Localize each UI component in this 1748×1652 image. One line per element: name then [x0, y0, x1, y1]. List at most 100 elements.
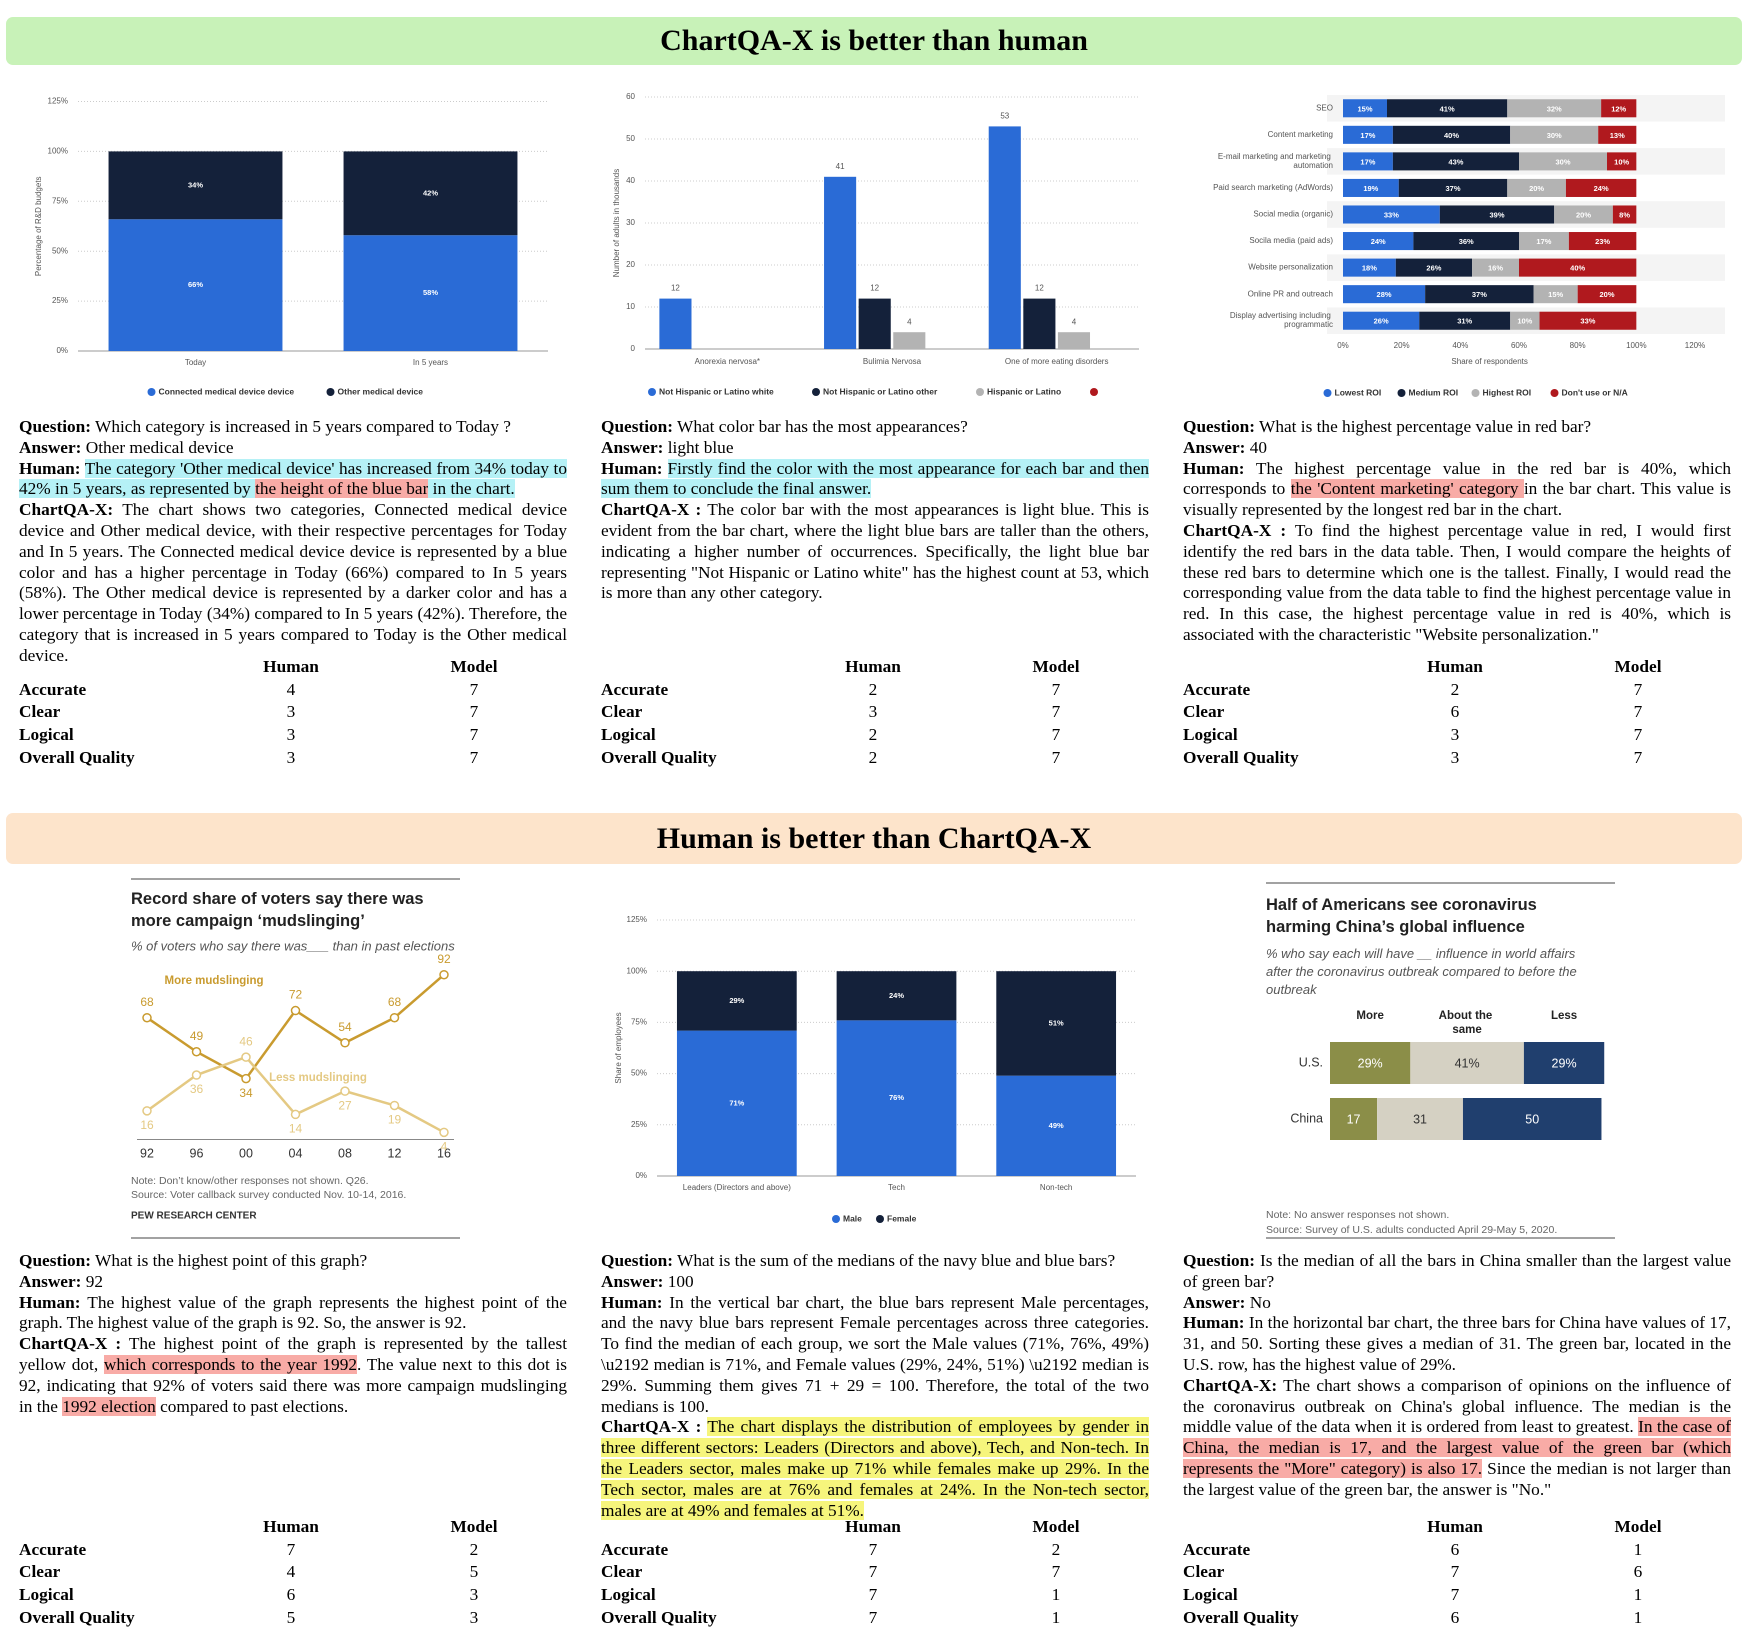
point-label: 68 [140, 995, 154, 1009]
qa-text: Question: What is the sum of the medians… [601, 1251, 1149, 1521]
answer-label: Answer: [19, 437, 82, 457]
value-label: 37% [1445, 184, 1460, 193]
score: 1 [1633, 1585, 1643, 1605]
question-paragraph: Question: What is the sum of the medians… [601, 1251, 1149, 1272]
text-segment: in the bar chart. This value is visually… [1183, 479, 1731, 520]
bar-segment [1410, 1042, 1524, 1084]
score: 6 [1450, 1539, 1460, 1559]
model-paragraph: ChartQA-X : The color bar with the most … [601, 500, 1149, 604]
metric-label: Overall Quality [19, 1607, 135, 1627]
score: 2 [1450, 679, 1460, 699]
score-table: Human Model Accurate 2 7 Clear 6 7 Logical 3 7 Over… [1183, 656, 1739, 769]
text-segment: The chart shows two categories, Connecte… [19, 500, 567, 665]
bar-segment [1343, 125, 1393, 144]
value-label: 30% [1547, 131, 1562, 140]
legend-marker [832, 1215, 840, 1223]
answer-paragraph: Answer: 92 [19, 1272, 567, 1293]
value-label: 33% [1580, 317, 1595, 326]
category-label: Content marketing [1268, 130, 1333, 139]
score: 7 [1051, 1562, 1061, 1582]
value-label: 66% [188, 280, 203, 289]
y-tick-label: 125% [48, 97, 68, 106]
model-paragraph: ChartQA-X: The chart shows two categorie… [19, 500, 567, 666]
score: 3 [286, 747, 296, 767]
value-label: 12% [1611, 104, 1626, 113]
text-segment: The highest percentage value in the red … [1183, 458, 1731, 499]
chart: 0% 25% 50% 75% 100% 125% Leaders (Directors an… [614, 915, 1136, 1223]
point [340, 1086, 350, 1096]
model-paragraph: ChartQA-X: The chart shows a comparison … [1183, 1376, 1731, 1501]
answer-text: 100 [667, 1271, 694, 1291]
point [439, 1127, 449, 1138]
bar-segment [1607, 152, 1637, 171]
score: 3 [1450, 747, 1460, 767]
score: 2 [868, 679, 878, 699]
x-tick-label: 40% [1452, 341, 1468, 350]
qa-text: Question: What is the highest percentage… [1183, 417, 1731, 646]
value-label: 39% [1489, 210, 1504, 219]
score: 7 [469, 702, 479, 722]
x-tick-label: Tech [888, 1183, 905, 1192]
score: 1 [1051, 1607, 1061, 1627]
point-label: 49 [190, 1029, 204, 1043]
score: 7 [868, 1607, 878, 1627]
score: 3 [868, 702, 878, 722]
x-tick-label: 92 [140, 1146, 154, 1160]
score: 6 [1633, 1562, 1643, 1582]
column-header: Model [450, 1517, 498, 1536]
point-label: 36 [190, 1082, 204, 1096]
series-label: Less mudslinging [269, 1072, 367, 1084]
point [290, 1005, 301, 1016]
x-tick-label: 04 [289, 1146, 303, 1160]
value-label: 31 [1413, 1112, 1427, 1126]
answer-paragraph: Answer: No [1183, 1293, 1731, 1314]
answer-text: 92 [85, 1271, 104, 1291]
text-segment: in the chart. [428, 479, 515, 499]
legend-marker [1323, 389, 1332, 397]
value-label: 15% [1357, 104, 1372, 113]
question-label: Question: [19, 1251, 92, 1270]
question-label: Question: [601, 1251, 674, 1270]
point-label: 14 [289, 1122, 303, 1136]
table-corner [19, 656, 209, 679]
bar-segment [108, 151, 283, 220]
score: 1 [1633, 1607, 1643, 1627]
score-table: Human Model Accurate 4 7 Clear 3 7 Logical 3 7 Over… [19, 656, 575, 769]
legend-marker [648, 388, 656, 396]
point-label: 46 [239, 1034, 253, 1048]
point-label: 92 [437, 952, 451, 966]
score-table: Human Model Accurate 2 7 Clear 3 7 Logical 2 7 Over… [601, 656, 1157, 769]
chart-subtitle: % of voters who say there was___ than in… [131, 938, 455, 953]
point [191, 1046, 202, 1057]
bar-segment [1377, 1098, 1463, 1140]
bar-segment [1568, 232, 1637, 251]
bar [1057, 332, 1091, 349]
column-header: Human [1427, 1517, 1483, 1536]
text-segment: In the horizontal bar chart, the three b… [1183, 1313, 1731, 1374]
y-tick-label: 0 [631, 344, 636, 353]
chart: 0 10 20 30 40 50 60 Anorexia nervosa* 12 Bulimia … [612, 92, 1139, 396]
question-paragraph: Question: What is the highest point of t… [19, 1251, 567, 1272]
bar-segment [1472, 258, 1519, 277]
bar-segment [1343, 258, 1396, 277]
chart-title: Record share of voters say there was mor… [131, 890, 428, 930]
legend-label: Male [843, 1213, 862, 1223]
question-label: Question: [1183, 1251, 1256, 1270]
human-label: Human: [19, 1292, 81, 1312]
column-header: Human [263, 1517, 319, 1536]
score: 7 [1051, 702, 1061, 722]
section-header: Human is better than ChartQA-X [6, 813, 1742, 864]
y-tick-label: 125% [627, 915, 647, 924]
chart-note: Note: No answer responses not shown. [1266, 1209, 1449, 1221]
legend-marker [1397, 389, 1406, 397]
metric-label: Overall Quality [1183, 747, 1299, 767]
point-label: 68 [388, 995, 402, 1009]
legend-label: Don't use or N/A [1562, 387, 1628, 397]
score: 3 [469, 1607, 479, 1627]
question-text: What is the sum of the medians of the na… [677, 1251, 1116, 1270]
bar [858, 298, 891, 349]
point-label: 16 [140, 1118, 154, 1132]
score: 5 [286, 1607, 296, 1627]
chart: 0% 25% 50% 75% 100% 125% Today 66% 34% In 5 years… [34, 97, 548, 396]
